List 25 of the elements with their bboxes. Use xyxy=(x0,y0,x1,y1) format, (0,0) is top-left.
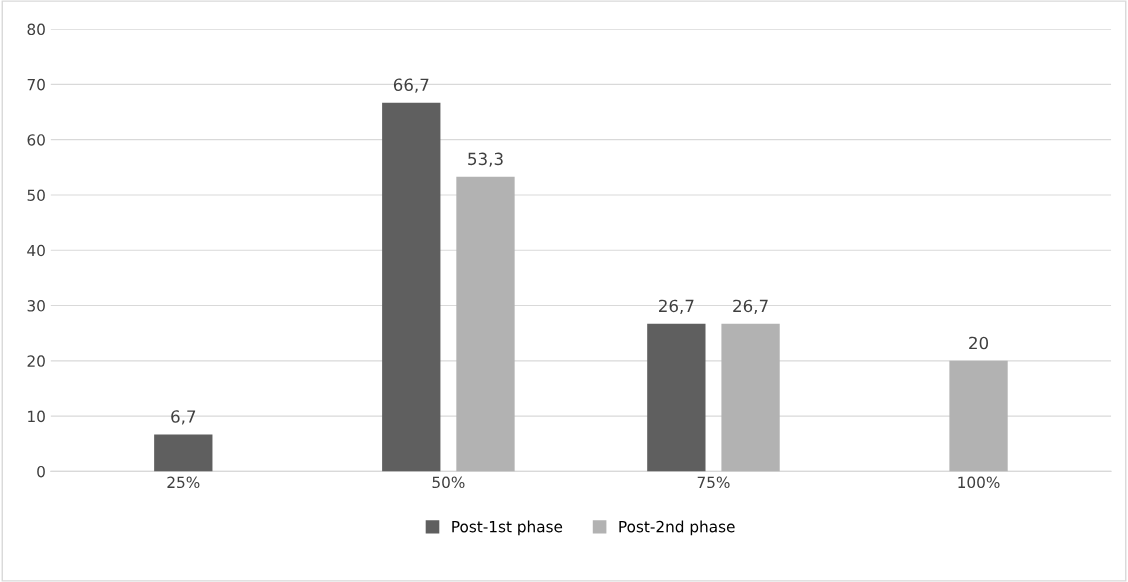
y-tick-label: 80 xyxy=(27,23,45,36)
y-tick-label: 0 xyxy=(37,465,45,478)
bar xyxy=(154,434,213,472)
data-label: 53,3 xyxy=(468,152,503,167)
y-tick-label: 10 xyxy=(28,410,45,423)
legend-label: Post-1st phase xyxy=(452,520,563,536)
bar xyxy=(949,360,1008,472)
x-tick-label: 75% xyxy=(697,476,730,489)
data-label: 20 xyxy=(969,336,989,350)
data-label: 6,7 xyxy=(171,410,196,425)
y-tick-label: 40 xyxy=(27,244,45,257)
y-tick-label: 60 xyxy=(27,134,45,146)
x-tick-label: 100% xyxy=(958,476,1000,489)
x-tick-label: 25% xyxy=(167,476,200,489)
y-tick-label: 50 xyxy=(27,189,45,201)
y-tick-label: 70 xyxy=(27,78,45,91)
data-label: 26,7 xyxy=(733,299,768,314)
bar xyxy=(647,323,706,472)
y-tick-label: 20 xyxy=(27,355,45,367)
data-label: 66,7 xyxy=(393,78,429,93)
data-label: 26,7 xyxy=(659,299,694,314)
x-tick-label: 50% xyxy=(432,476,465,489)
y-tick-label: 30 xyxy=(27,300,45,312)
bar xyxy=(456,176,515,472)
legend-label: Post-2nd phase xyxy=(619,520,735,536)
